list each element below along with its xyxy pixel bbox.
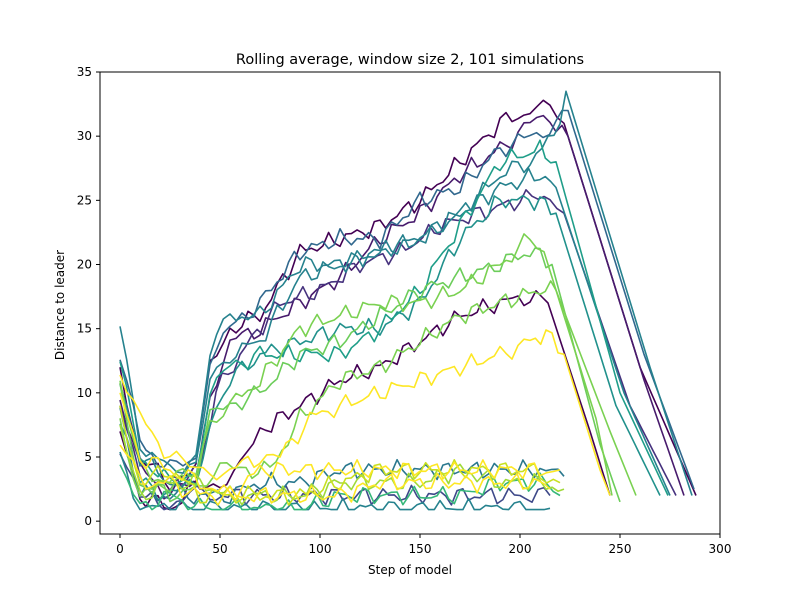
x-tick-label: 0: [116, 542, 124, 556]
x-tick-label: 150: [409, 542, 432, 556]
x-tick-label: 100: [309, 542, 332, 556]
series-line: [119, 139, 669, 496]
y-tick-label: 25: [77, 193, 92, 207]
series-line: [119, 444, 551, 506]
x-tick-label: 50: [212, 542, 227, 556]
x-tick-label: 200: [509, 542, 532, 556]
y-tick-label: 15: [77, 322, 92, 336]
plot-area: [119, 90, 697, 511]
series-line: [119, 189, 677, 496]
series-line: [119, 109, 695, 490]
series-line: [119, 392, 561, 501]
x-axis-label: Step of model: [368, 563, 452, 577]
series-line: [119, 280, 637, 497]
x-axis: 0 50 100 150 200 250 300: [116, 534, 731, 556]
series-line: [119, 114, 685, 500]
series-line: [119, 167, 671, 496]
chart-title: Rolling average, window size 2, 101 simu…: [236, 52, 584, 68]
x-tick-label: 300: [709, 542, 732, 556]
series-line: [119, 451, 551, 511]
y-tick-label: 35: [77, 65, 92, 79]
series-line: [119, 329, 611, 496]
series-line: [119, 405, 561, 506]
y-axis-label: Distance to leader: [53, 250, 67, 360]
y-tick-label: 20: [77, 258, 92, 272]
plot-frame: [99, 71, 721, 535]
series-line: [119, 90, 693, 496]
y-tick-label: 0: [84, 514, 92, 528]
series-line: [119, 453, 551, 511]
series-line: [119, 247, 621, 503]
series-line: [119, 464, 561, 511]
y-axis: 0 5 10 15 20 25 30 35: [77, 65, 100, 528]
series-line: [119, 424, 565, 506]
x-tick-label: 250: [609, 542, 632, 556]
y-tick-label: 5: [84, 450, 92, 464]
series-line: [119, 233, 613, 496]
y-tick-label: 10: [77, 386, 92, 400]
y-tick-label: 30: [77, 129, 92, 143]
